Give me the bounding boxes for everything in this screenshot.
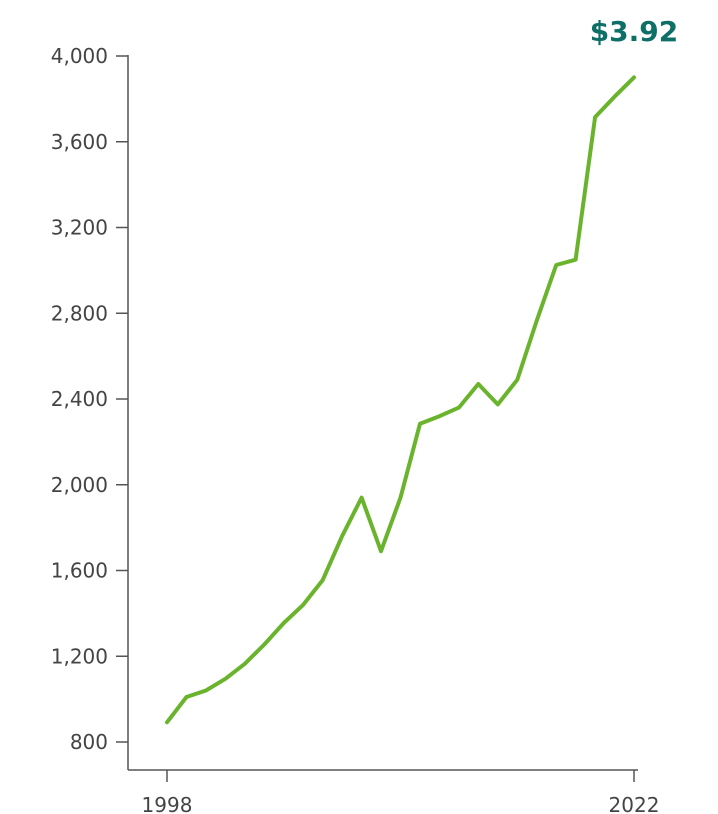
y-tick-label: 2,800 [51, 301, 108, 325]
x-tick-label: 2022 [609, 793, 660, 814]
y-tick-label: 3,600 [51, 130, 108, 154]
y-tick-label: 3,200 [51, 216, 108, 240]
y-tick-label: 800 [70, 730, 108, 754]
series-line [167, 77, 634, 722]
series-layer [167, 77, 634, 722]
y-tick-label: 2,400 [51, 387, 108, 411]
x-axis: 1998 2022 [128, 770, 659, 814]
x-tick-label: 1998 [142, 793, 193, 814]
y-tick-label: 4,000 [51, 44, 108, 68]
y-tick-label: 1,600 [51, 559, 108, 583]
annotation-layer: $3.92 [590, 15, 679, 48]
y-tick-label: 1,200 [51, 644, 108, 668]
value-annotation: $3.92 [590, 15, 679, 48]
y-tick-label: 2,000 [51, 473, 108, 497]
y-axis: 800 1,200 1,600 2,000 2,400 2,800 3,200 3,600 4,… [51, 44, 128, 770]
